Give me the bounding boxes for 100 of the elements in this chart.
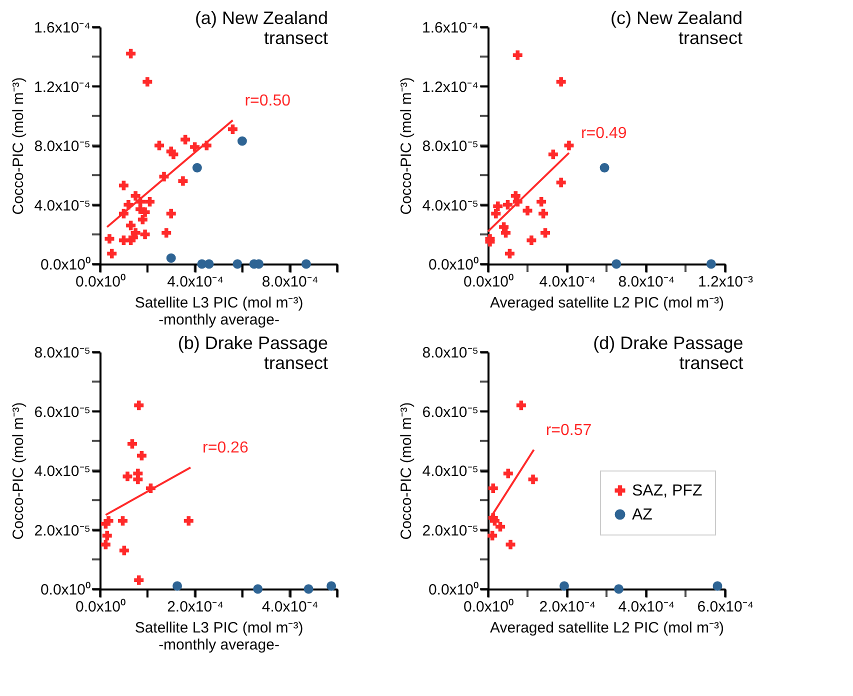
point — [140, 207, 150, 217]
x-tick-label: 0.0x10⁰ — [75, 598, 126, 616]
y-tick-label: 4.0x10⁻⁵ — [422, 463, 478, 480]
point — [127, 439, 137, 449]
point — [166, 208, 176, 218]
point — [104, 234, 114, 244]
y-tick-label: 6.0x10⁻⁵ — [422, 404, 478, 421]
chart-title: (a) New Zealand transect — [194, 8, 328, 48]
point — [512, 50, 522, 60]
point — [102, 530, 112, 540]
x-tick-label: 8.0x10⁻⁴ — [262, 274, 318, 290]
y-axis-title: Cocco-PIC (mol m⁻³) — [398, 402, 416, 540]
point — [145, 197, 155, 207]
point — [100, 519, 110, 529]
point — [488, 484, 498, 494]
y-tick-label: 0.0x10⁰ — [428, 256, 478, 274]
chart-title: (b) Drake Passage transect — [178, 333, 328, 373]
point — [503, 200, 512, 210]
y-tick-label: 0.0x10⁰ — [40, 582, 90, 598]
point — [612, 259, 622, 269]
point — [488, 530, 498, 540]
x-tick-label: 0.0x10⁰ — [75, 274, 126, 290]
point — [138, 214, 148, 224]
y-tick-label: 2.0x10⁻⁵ — [422, 522, 478, 540]
x-tick-label: 4.0x10⁻⁴ — [167, 274, 224, 290]
point — [122, 472, 132, 482]
x-axis-title: Satellite L3 PIC (mol m⁻³) -monthly average- — [134, 620, 304, 654]
point — [178, 176, 188, 186]
point — [126, 220, 136, 230]
point — [491, 208, 501, 218]
y-tick-label: 0.0x10⁰ — [428, 582, 478, 598]
point — [126, 48, 136, 58]
point — [556, 178, 566, 188]
y-axis-title: Cocco-PIC (mol m⁻³) — [398, 77, 416, 215]
point — [180, 134, 190, 144]
y-tick-label: 6.0x10⁻⁵ — [34, 404, 90, 421]
point — [556, 77, 566, 87]
point — [253, 584, 263, 594]
point — [190, 142, 200, 152]
legend-label: SAZ, PFZ — [632, 482, 702, 500]
y-tick-label: 1.2x10⁻⁴ — [422, 78, 478, 96]
point — [522, 206, 532, 216]
x-tick-label: 2.0x10⁻⁴ — [167, 598, 224, 616]
point — [154, 140, 164, 150]
y-tick-label: 4.0x10⁻⁵ — [422, 197, 478, 214]
point — [118, 180, 128, 190]
x-tick-label: 0.0x10⁰ — [463, 274, 514, 290]
point — [559, 581, 569, 591]
legend-label: AZ — [632, 506, 653, 524]
point — [536, 197, 546, 207]
point — [548, 150, 558, 160]
point — [136, 450, 146, 460]
point — [538, 208, 548, 218]
point — [184, 516, 194, 526]
point — [228, 124, 238, 134]
point — [501, 228, 511, 238]
point — [526, 236, 536, 246]
point — [706, 259, 716, 269]
point — [304, 584, 314, 594]
point — [100, 540, 110, 550]
point — [140, 230, 150, 240]
y-tick-label: 1.2x10⁻⁴ — [34, 78, 90, 96]
point — [130, 191, 140, 201]
y-tick-label: 4.0x10⁻⁵ — [34, 197, 90, 214]
y-tick-label: 1.6x10⁻⁴ — [34, 20, 90, 36]
y-tick-label: 8.0x10⁻⁵ — [34, 344, 90, 362]
y-tick-label: 2.0x10⁻⁵ — [34, 522, 90, 540]
y-tick-label: 1.6x10⁻⁴ — [422, 20, 478, 36]
point — [172, 581, 182, 591]
point — [540, 228, 550, 238]
y-tick-label: 4.0x10⁻⁵ — [34, 463, 90, 480]
point — [133, 474, 143, 484]
annotation: r=0.26 — [202, 440, 248, 457]
point — [600, 162, 610, 172]
y-tick-label: 8.0x10⁻⁵ — [422, 138, 478, 155]
y-tick-label: 0.0x10⁰ — [40, 256, 90, 274]
point — [496, 522, 505, 532]
point — [142, 77, 152, 87]
point — [237, 136, 247, 146]
x-tick-label: 0.0x10⁰ — [463, 598, 514, 616]
point — [134, 575, 144, 585]
point — [528, 474, 538, 484]
x-axis-title: Averaged satellite L2 PIC (mol m⁻³) — [490, 620, 724, 636]
point — [107, 248, 117, 258]
x-axis-title: Satellite L3 PIC (mol m⁻³) -monthly average- — [134, 294, 304, 328]
x-tick-label: 4.0x10⁻⁴ — [262, 598, 318, 616]
y-axis-title: Cocco-PIC (mol m⁻³) — [10, 402, 28, 540]
annotation: r=0.49 — [580, 124, 627, 142]
point — [119, 546, 129, 556]
point — [326, 581, 336, 591]
point — [166, 253, 176, 263]
y-tick-label: 8.0x10⁻⁵ — [422, 344, 478, 362]
chart-title: (d) Drake Passage transect — [593, 333, 744, 373]
point — [118, 516, 128, 526]
annotation: r=0.50 — [244, 92, 291, 110]
point — [204, 259, 214, 269]
x-tick-label: 4.0x10⁻⁴ — [539, 274, 596, 290]
point — [162, 228, 172, 238]
y-axis-title: Cocco-PIC (mol m⁻³) — [10, 77, 28, 215]
x-tick-label: 2.0x10⁻⁴ — [539, 598, 596, 616]
